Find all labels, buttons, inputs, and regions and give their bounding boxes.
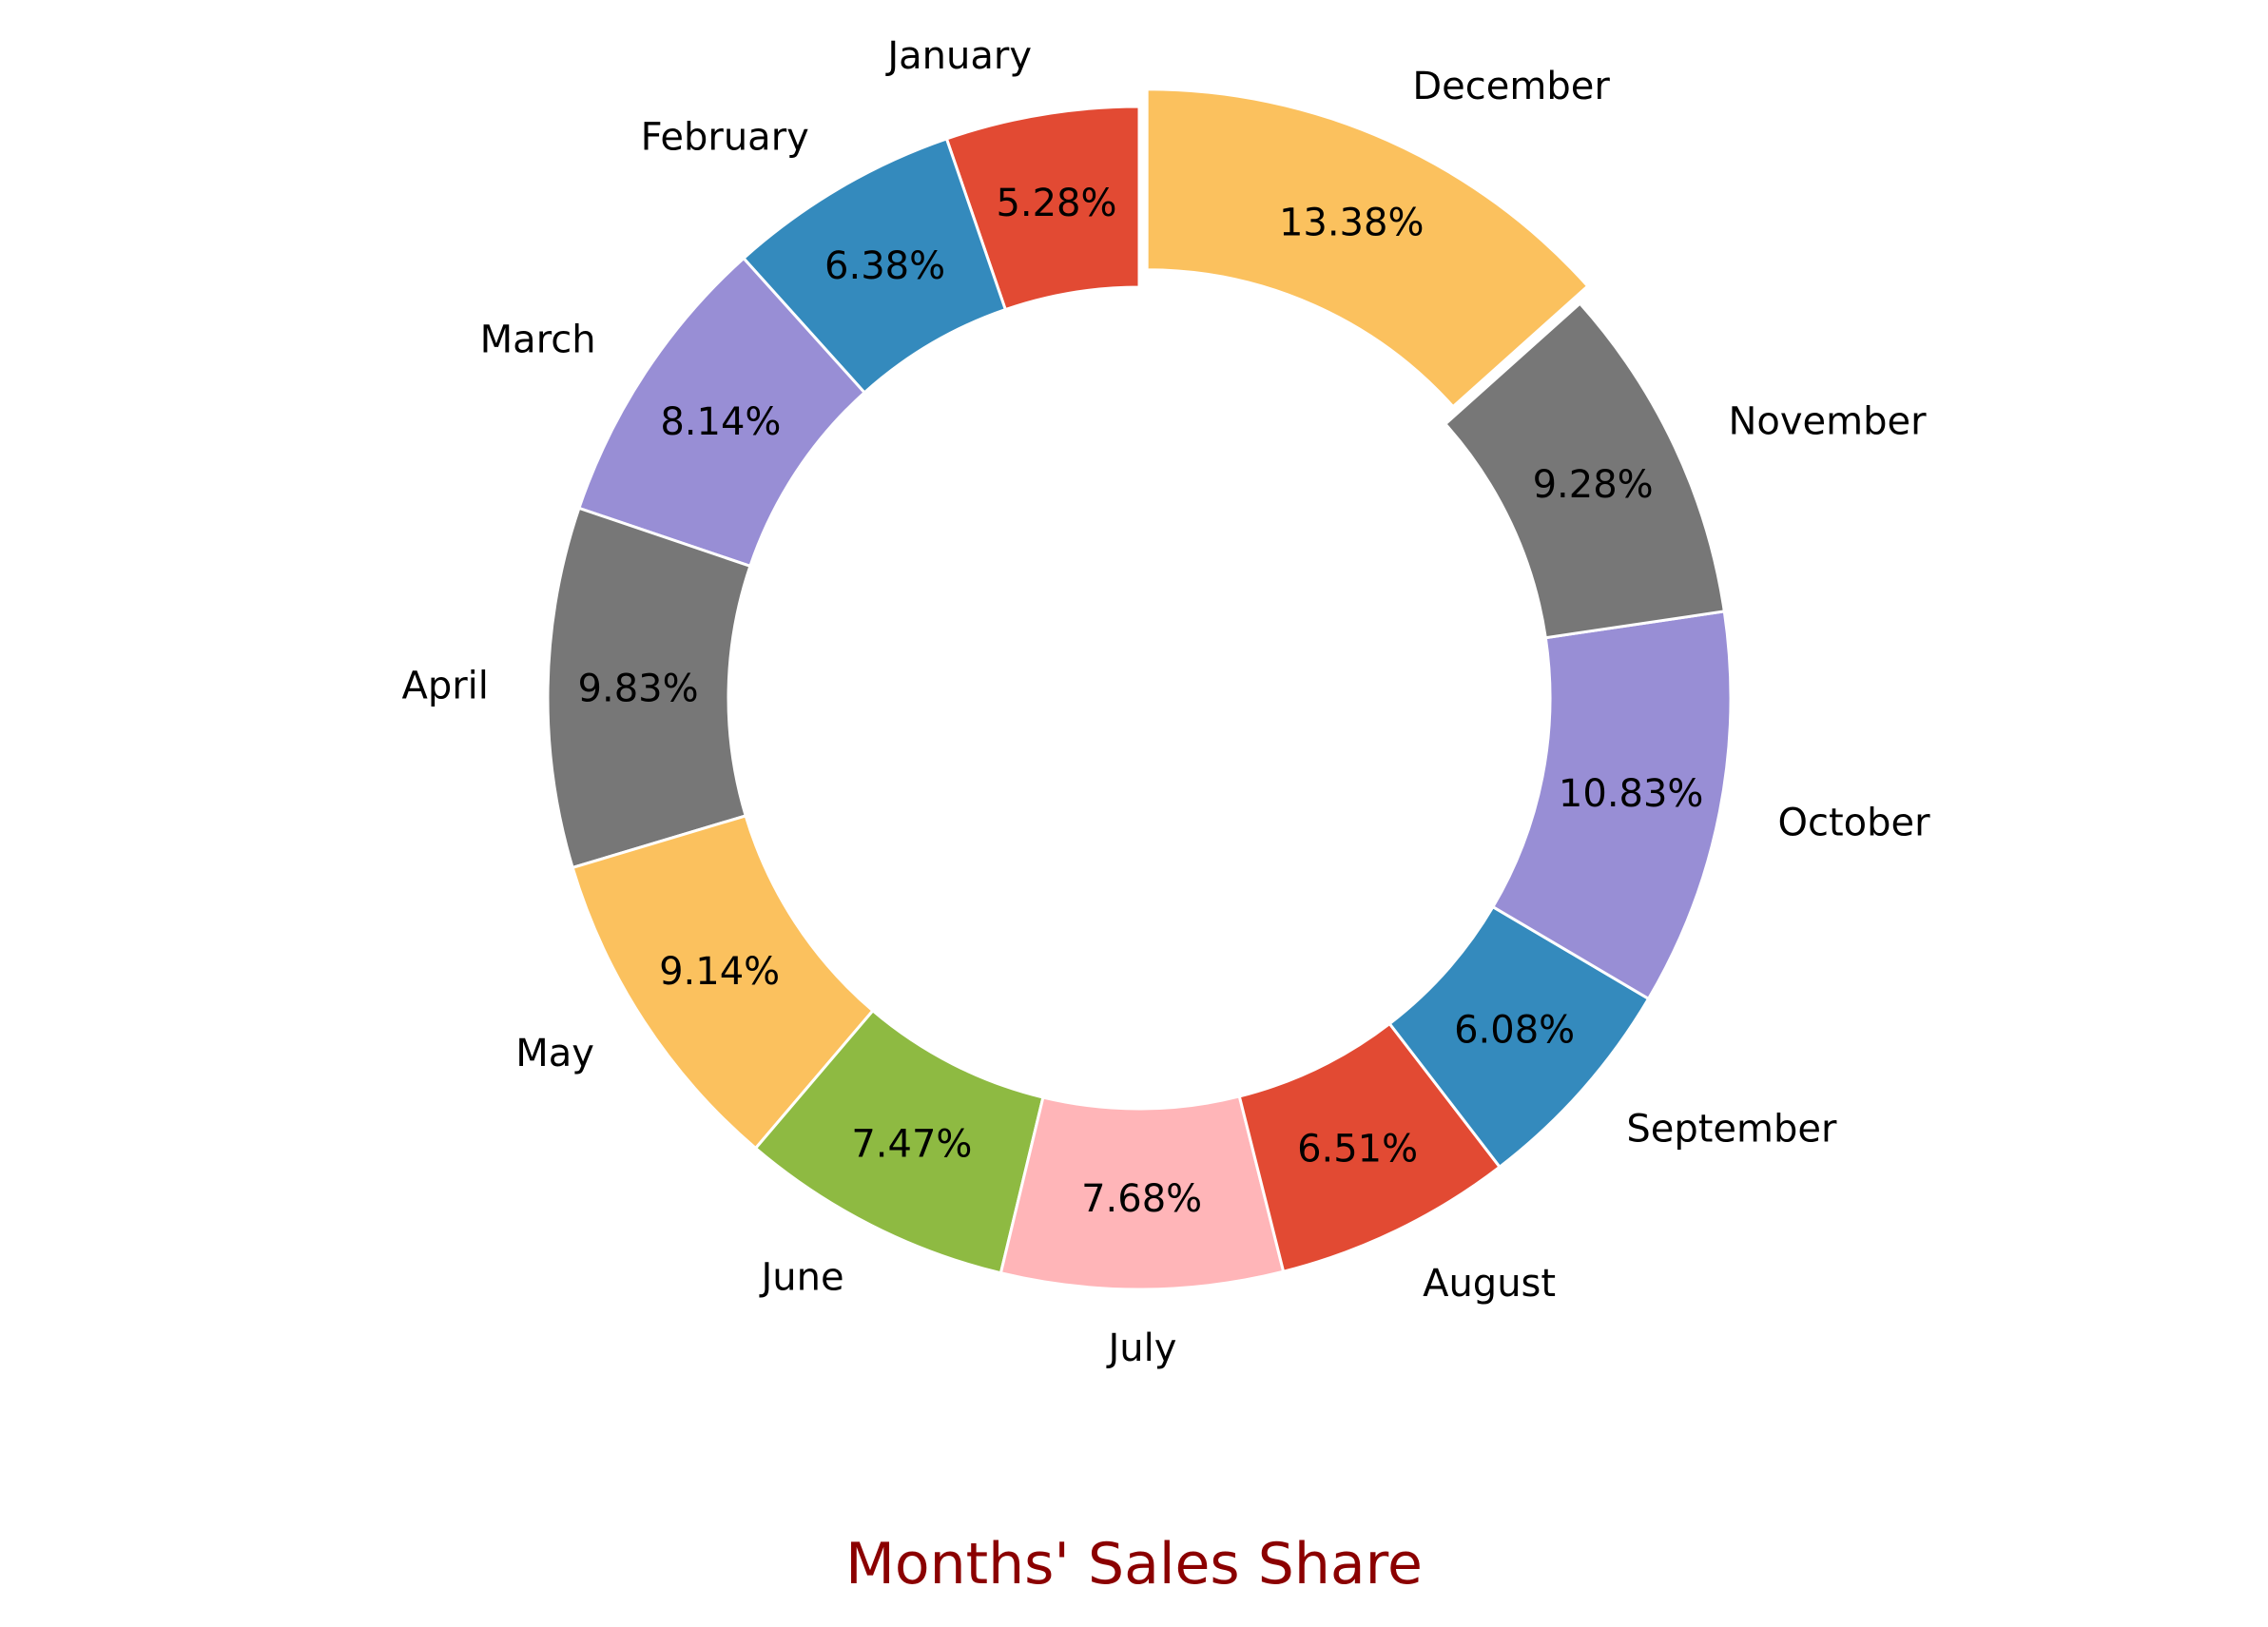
- pct-label-november: 9.28%: [1533, 463, 1654, 507]
- month-label-november: November: [1728, 399, 1927, 443]
- pct-label-january: 5.28%: [996, 182, 1116, 225]
- pct-label-august: 6.51%: [1297, 1127, 1418, 1171]
- percent-labels-layer: 5.28% 6.38% 8.14% 9.83% 9.14% 7.47% 7.68% 6.51%…: [578, 182, 1704, 1221]
- month-label-september: September: [1626, 1107, 1837, 1151]
- month-label-october: October: [1777, 801, 1930, 844]
- pct-label-june: 7.47%: [851, 1123, 972, 1167]
- slices-layer: [546, 87, 1733, 1291]
- slice-december: [1145, 87, 1590, 409]
- pct-label-october: 10.83%: [1559, 772, 1704, 816]
- pct-label-july: 7.68%: [1081, 1177, 1202, 1221]
- month-label-may: May: [515, 1032, 594, 1075]
- chart-title: Months' Sales Share: [845, 1531, 1423, 1598]
- month-label-march: March: [480, 319, 596, 362]
- pct-label-february: 6.38%: [824, 244, 945, 288]
- pct-label-april: 9.83%: [578, 668, 699, 711]
- pct-label-may: 9.14%: [659, 950, 780, 994]
- month-label-july: July: [1105, 1327, 1176, 1370]
- month-labels-layer: January February March April May June July Augu…: [401, 34, 1930, 1370]
- pct-label-december: 13.38%: [1279, 202, 1425, 245]
- month-label-december: December: [1412, 65, 1610, 108]
- pct-label-march: 8.14%: [660, 400, 781, 444]
- month-label-june: June: [758, 1256, 843, 1300]
- month-label-august: August: [1423, 1262, 1556, 1306]
- month-label-january: January: [884, 34, 1032, 78]
- pct-label-september: 6.08%: [1454, 1008, 1575, 1052]
- slice-november: [1443, 301, 1726, 640]
- month-label-april: April: [401, 665, 488, 708]
- month-label-february: February: [641, 115, 809, 159]
